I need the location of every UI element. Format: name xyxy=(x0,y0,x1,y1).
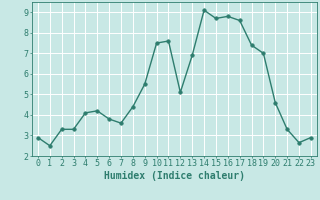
X-axis label: Humidex (Indice chaleur): Humidex (Indice chaleur) xyxy=(104,171,245,181)
